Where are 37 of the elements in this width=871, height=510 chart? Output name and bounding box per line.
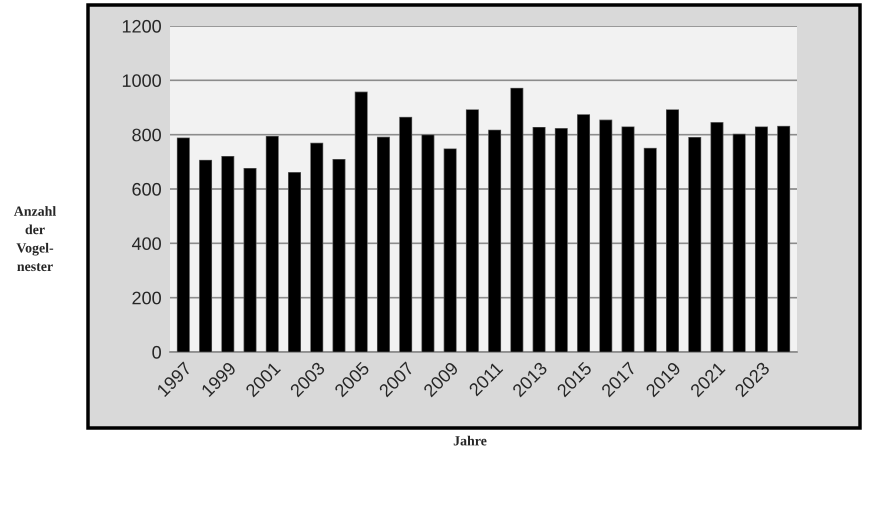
- bar: [754, 126, 768, 352]
- y-tick-label: 200: [132, 292, 161, 304]
- x-axis-title: Jahre: [454, 436, 486, 446]
- bar: [288, 172, 301, 352]
- bar: [488, 130, 502, 352]
- bar: [376, 136, 390, 352]
- bar: [577, 114, 590, 352]
- y-tick-label: 1000: [122, 74, 161, 88]
- bar: [221, 156, 234, 352]
- bar: [554, 128, 568, 352]
- bar: [777, 126, 790, 352]
- bar: [332, 159, 346, 352]
- bar: [732, 134, 746, 352]
- bar: [310, 142, 324, 352]
- bar: [666, 109, 679, 352]
- bar: [466, 109, 479, 352]
- bar: [688, 137, 702, 352]
- bar: [532, 126, 546, 352]
- bar: [421, 134, 434, 352]
- bar: [622, 126, 634, 352]
- bar: [510, 88, 524, 352]
- bar: [266, 136, 279, 352]
- y-tick-label: 0: [152, 346, 161, 359]
- bar: [399, 116, 412, 352]
- bar: [444, 148, 457, 352]
- bar: [644, 148, 657, 352]
- y-axis-title: Anzahl der Vogel- nester: [14, 206, 56, 272]
- y-tick-label: 800: [132, 128, 161, 142]
- bar: [199, 160, 212, 352]
- bar: [354, 92, 368, 352]
- y-tick-label: 1200: [122, 20, 161, 33]
- bar: [176, 138, 190, 352]
- bar: [599, 120, 612, 352]
- y-tick-label: 600: [132, 182, 161, 196]
- y-tick-label: 400: [132, 237, 161, 250]
- bar: [244, 168, 257, 352]
- bar: [710, 122, 724, 352]
